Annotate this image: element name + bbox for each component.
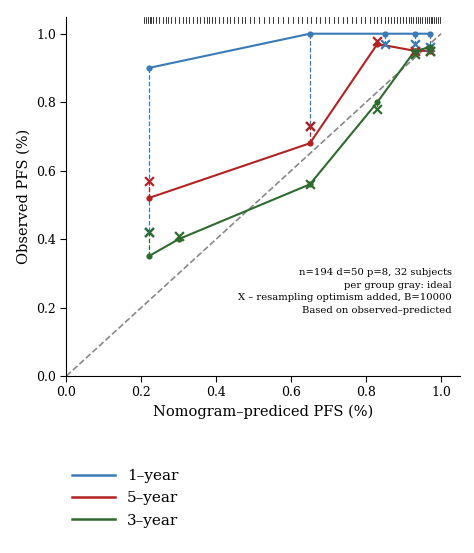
Point (145, 64, 153, 72)
Point (145, 194, 153, 202)
Point (426, 43, 434, 52)
Point (306, 180, 314, 189)
Point (426, 46, 434, 55)
Point (411, 46, 419, 55)
Point (175, 231, 182, 240)
Point (374, 40, 381, 49)
Y-axis label: Observed PFS (%): Observed PFS (%) (17, 129, 30, 264)
Point (306, 139, 314, 148)
Point (306, 122, 314, 131)
Point (426, 43, 434, 52)
Point (426, 29, 434, 38)
Point (306, 180, 314, 189)
Point (426, 46, 434, 55)
Point (411, 29, 419, 38)
Point (411, 46, 419, 55)
Point (374, 105, 381, 113)
Point (175, 234, 182, 243)
Point (411, 46, 419, 55)
Point (145, 228, 153, 237)
Point (426, 46, 434, 55)
Point (374, 36, 381, 45)
Point (411, 50, 419, 59)
Point (145, 252, 153, 260)
Point (306, 122, 314, 131)
Point (145, 228, 153, 237)
Point (306, 29, 314, 38)
X-axis label: Nomogram–prediced PFS (%): Nomogram–prediced PFS (%) (153, 405, 373, 419)
Legend: 1–year, 5–year, 3–year: 1–year, 5–year, 3–year (66, 463, 185, 534)
Point (381, 29, 389, 38)
Point (145, 176, 153, 185)
Point (381, 40, 389, 49)
Point (374, 98, 381, 107)
Point (411, 40, 419, 49)
Text: n=194 d=50 p=8, 32 subjects
per group gray: ideal
X – resampling optimism added,: n=194 d=50 p=8, 32 subjects per group gr… (238, 268, 452, 315)
